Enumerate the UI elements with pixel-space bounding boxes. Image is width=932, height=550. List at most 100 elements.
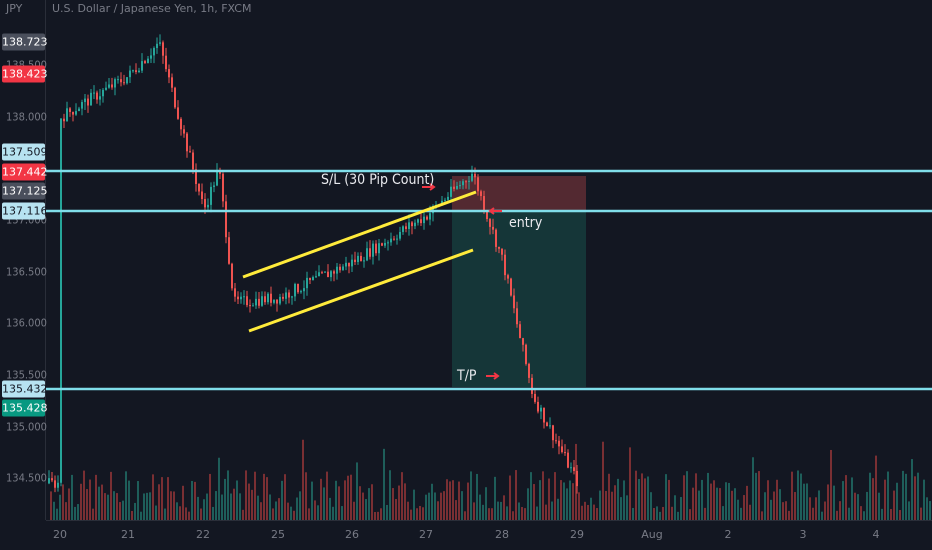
volume-bar [746, 485, 748, 520]
price-tick-label: 134.500 [6, 471, 47, 485]
volume-bar [464, 511, 466, 520]
chart-plot-area[interactable] [46, 0, 932, 520]
volume-bar [287, 502, 289, 520]
volume-bar [521, 506, 523, 520]
volume-bar [239, 493, 241, 520]
candle-body [495, 229, 497, 247]
volume-bar [152, 474, 154, 520]
volume-bar [113, 491, 115, 520]
candle-body [534, 393, 536, 402]
volume-bar [863, 511, 865, 520]
candle-body [414, 222, 416, 227]
volume-bar [146, 492, 148, 520]
volume-bar [338, 486, 340, 520]
candle-body [420, 219, 422, 224]
candle-body [87, 98, 89, 106]
volume-bar [905, 473, 907, 520]
candle-body [273, 299, 275, 303]
candle-body [459, 185, 461, 187]
take-profit-arrow-icon [486, 372, 500, 380]
volume-bar [710, 483, 712, 520]
time-axis[interactable]: 20 21 22 25 26 27 28 29 Aug 2 3 4 [46, 520, 932, 550]
volume-bar [860, 506, 862, 520]
volume-bar [455, 500, 457, 520]
candle-body [492, 226, 494, 230]
candle-body [540, 407, 542, 412]
time-tick-label: 26 [345, 528, 359, 541]
candle-body [489, 218, 491, 227]
time-tick-label: 20 [53, 528, 67, 541]
candle-body [69, 108, 71, 112]
candle-body [483, 196, 485, 212]
volume-bar [269, 494, 271, 520]
candle-body [324, 271, 326, 273]
volume-bar [581, 505, 583, 520]
volume-bar [635, 470, 637, 520]
volume-bar [680, 497, 682, 520]
volume-bar [56, 508, 58, 520]
volume-bar [497, 501, 499, 520]
price-axis[interactable]: 138.500138.000137.500137.000136.500136.0… [0, 0, 48, 520]
volume-bar [77, 504, 79, 520]
volume-bar [602, 441, 604, 520]
volume-bar [86, 489, 88, 520]
candle-body [297, 283, 299, 293]
volume-bar [647, 476, 649, 520]
candle-body [222, 173, 224, 202]
candlestick-chart[interactable] [46, 0, 932, 520]
volume-bar [275, 501, 277, 520]
volume-bar [797, 470, 799, 520]
volume-bar [893, 490, 895, 520]
time-tick-label: 25 [271, 528, 285, 541]
volume-bar [170, 491, 172, 520]
candle-body [138, 70, 140, 72]
volume-bar [824, 501, 826, 520]
volume-bar [209, 473, 211, 520]
candle-body [408, 222, 410, 229]
volume-bar [488, 508, 490, 520]
candle-body [150, 55, 152, 59]
volume-bar [371, 484, 373, 520]
volume-bar [449, 481, 451, 520]
candle-body [546, 422, 548, 426]
candle-body [135, 70, 137, 72]
volume-bar [107, 494, 109, 520]
price-badge-stop-price: 138.423 [2, 65, 48, 83]
volume-bar [389, 470, 391, 520]
volume-bar [398, 485, 400, 520]
volume-bar [515, 470, 517, 520]
volume-bar [476, 473, 478, 520]
candle-body [339, 266, 341, 271]
candle-body [519, 324, 521, 339]
candle-body [537, 401, 539, 412]
volume-bar [197, 496, 199, 520]
candle-body [240, 296, 242, 300]
volume-bar [788, 510, 790, 520]
volume-bar [428, 492, 430, 520]
candle-body [333, 271, 335, 274]
volume-bar [731, 490, 733, 520]
candle-body [276, 299, 278, 304]
volume-bar [302, 439, 304, 520]
candle-body [285, 292, 287, 299]
candle-body [354, 259, 356, 262]
volume-bar [446, 479, 448, 520]
candle-body [411, 222, 413, 227]
volume-bar [194, 481, 196, 520]
candle-body [396, 238, 398, 240]
symbol-title[interactable]: U.S. Dollar / Japanese Yen, 1h, FXCM [52, 2, 252, 15]
volume-bar [722, 506, 724, 520]
candle-body [129, 70, 131, 78]
candle-body [255, 298, 257, 306]
volume-bar [821, 511, 823, 520]
volume-bar [713, 480, 715, 520]
candle-body [462, 181, 464, 186]
candle-body [558, 440, 560, 447]
candle-body [120, 79, 122, 83]
volume-bar [548, 478, 550, 520]
volume-bar [569, 480, 571, 520]
candle-body [78, 108, 80, 112]
candle-body [291, 296, 293, 298]
volume-bar [929, 501, 931, 520]
